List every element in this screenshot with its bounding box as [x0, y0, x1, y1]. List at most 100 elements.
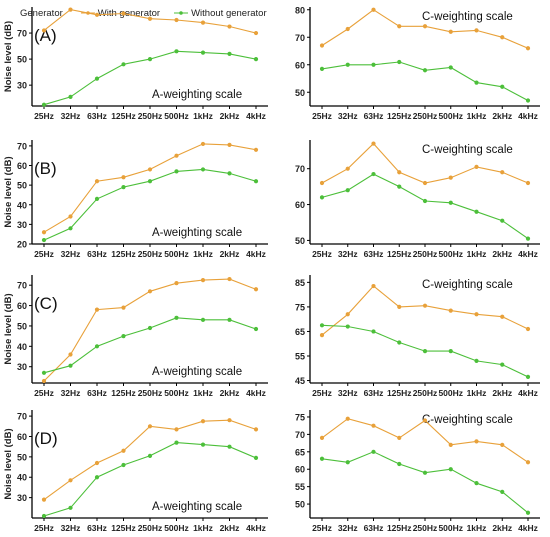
point-with-generator — [397, 435, 402, 440]
point-without-generator — [253, 326, 259, 332]
point-without-generator — [147, 325, 153, 331]
x-tick-label: 1kHz — [193, 249, 213, 259]
point-with-generator — [68, 352, 73, 357]
point-without-generator — [94, 76, 100, 81]
point-with-generator — [422, 418, 428, 423]
point-with-generator — [68, 214, 73, 219]
point-with-generator — [41, 378, 47, 384]
legend-swatch-without-icon — [174, 9, 189, 17]
point-with-generator — [525, 460, 531, 465]
point-without-generator — [448, 200, 453, 205]
x-tick-label: 500Hz — [164, 388, 189, 398]
x-tick-label: 1kHz — [467, 388, 487, 398]
point-with-generator — [422, 303, 428, 308]
x-tick-label: 500Hz — [164, 111, 189, 121]
x-tick-label: 63Hz — [364, 523, 384, 533]
x-tick-label: 63Hz — [364, 111, 384, 121]
point-without-generator — [121, 334, 126, 339]
point-without-generator — [41, 513, 47, 519]
y-tick-label: 60 — [17, 161, 27, 171]
legend-label-without-generator: Without generator — [191, 7, 267, 19]
x-tick-label: 250Hz — [413, 249, 438, 259]
series-line-with-generator — [43, 9, 257, 34]
x-tick-label: 2kHz — [492, 111, 512, 121]
y-tick-label: 50 — [17, 55, 27, 65]
point-with-generator — [319, 435, 325, 440]
y-axis-title: Noise level (dB) — [3, 293, 14, 364]
point-with-generator — [227, 142, 232, 148]
point-without-generator — [371, 171, 376, 177]
point-without-generator — [41, 237, 47, 243]
point-with-generator — [41, 230, 47, 235]
x-tick-label: 500Hz — [164, 523, 189, 533]
x-tick-label: 250Hz — [138, 249, 163, 259]
y-axis-title: Noise level (dB) — [3, 156, 14, 227]
point-with-generator — [319, 43, 325, 48]
point-without-generator — [422, 198, 428, 204]
y-axis-title: Noise level (dB) — [3, 21, 14, 92]
x-tick-label: 125Hz — [111, 111, 136, 121]
x-tick-label: 25Hz — [34, 249, 54, 259]
x-tick-label: 250Hz — [138, 523, 163, 533]
x-tick-label: 1kHz — [193, 388, 213, 398]
series-line-with-generator — [43, 419, 257, 501]
series-line-without-generator — [321, 451, 529, 514]
point-without-generator — [174, 49, 179, 54]
point-without-generator — [448, 348, 453, 354]
point-without-generator — [94, 344, 100, 349]
x-tick-label: 32Hz — [338, 111, 358, 121]
point-without-generator — [371, 62, 376, 67]
point-with-generator — [525, 326, 531, 332]
point-without-generator — [397, 184, 402, 189]
x-tick-label: 125Hz — [387, 111, 412, 121]
point-without-generator — [500, 218, 505, 223]
x-tick-label: 4kHz — [246, 111, 266, 121]
point-with-generator — [397, 24, 402, 29]
point-with-generator — [174, 427, 179, 432]
point-with-generator — [371, 141, 376, 146]
x-tick-label: 25Hz — [34, 111, 54, 121]
x-tick-label: 32Hz — [338, 388, 358, 398]
x-tick-label: 1kHz — [467, 249, 487, 259]
x-tick-label: 500Hz — [164, 249, 189, 259]
point-with-generator — [474, 28, 479, 33]
x-tick-label: 1kHz — [193, 111, 213, 121]
point-without-generator — [41, 102, 47, 107]
point-without-generator — [448, 467, 453, 472]
y-tick-label: 50 — [17, 452, 27, 462]
point-without-generator — [68, 363, 73, 368]
point-without-generator — [227, 317, 232, 322]
point-with-generator — [345, 312, 350, 317]
point-without-generator — [345, 62, 350, 67]
x-tick-label: 25Hz — [312, 249, 332, 259]
x-tick-label: 4kHz — [246, 249, 266, 259]
x-tick-label: 32Hz — [61, 388, 81, 398]
x-tick-label: 63Hz — [87, 111, 107, 121]
point-with-generator — [147, 167, 153, 172]
scale-label: C-weighting scale — [422, 279, 513, 291]
x-tick-label: 2kHz — [492, 388, 512, 398]
point-with-generator — [345, 416, 350, 421]
y-tick-label: 70 — [295, 430, 305, 440]
panel-label: (A) — [34, 26, 57, 45]
point-with-generator — [525, 180, 531, 186]
scale-label: C-weighting scale — [422, 414, 513, 426]
x-tick-label: 25Hz — [312, 111, 332, 121]
y-tick-label: 50 — [17, 321, 27, 331]
point-without-generator — [500, 489, 505, 494]
x-tick-label: 32Hz — [61, 249, 81, 259]
x-tick-label: 25Hz — [312, 388, 332, 398]
point-with-generator — [448, 175, 453, 180]
point-with-generator — [227, 276, 232, 282]
x-tick-label: 63Hz — [87, 523, 107, 533]
point-with-generator — [253, 147, 259, 152]
y-tick-label: 30 — [17, 362, 27, 372]
point-with-generator — [500, 35, 505, 40]
point-without-generator — [525, 374, 531, 379]
point-without-generator — [474, 481, 479, 486]
legend: Generator With generator Without generat… — [20, 6, 281, 20]
point-without-generator — [371, 449, 376, 454]
point-without-generator — [397, 461, 402, 467]
x-tick-label: 4kHz — [246, 388, 266, 398]
